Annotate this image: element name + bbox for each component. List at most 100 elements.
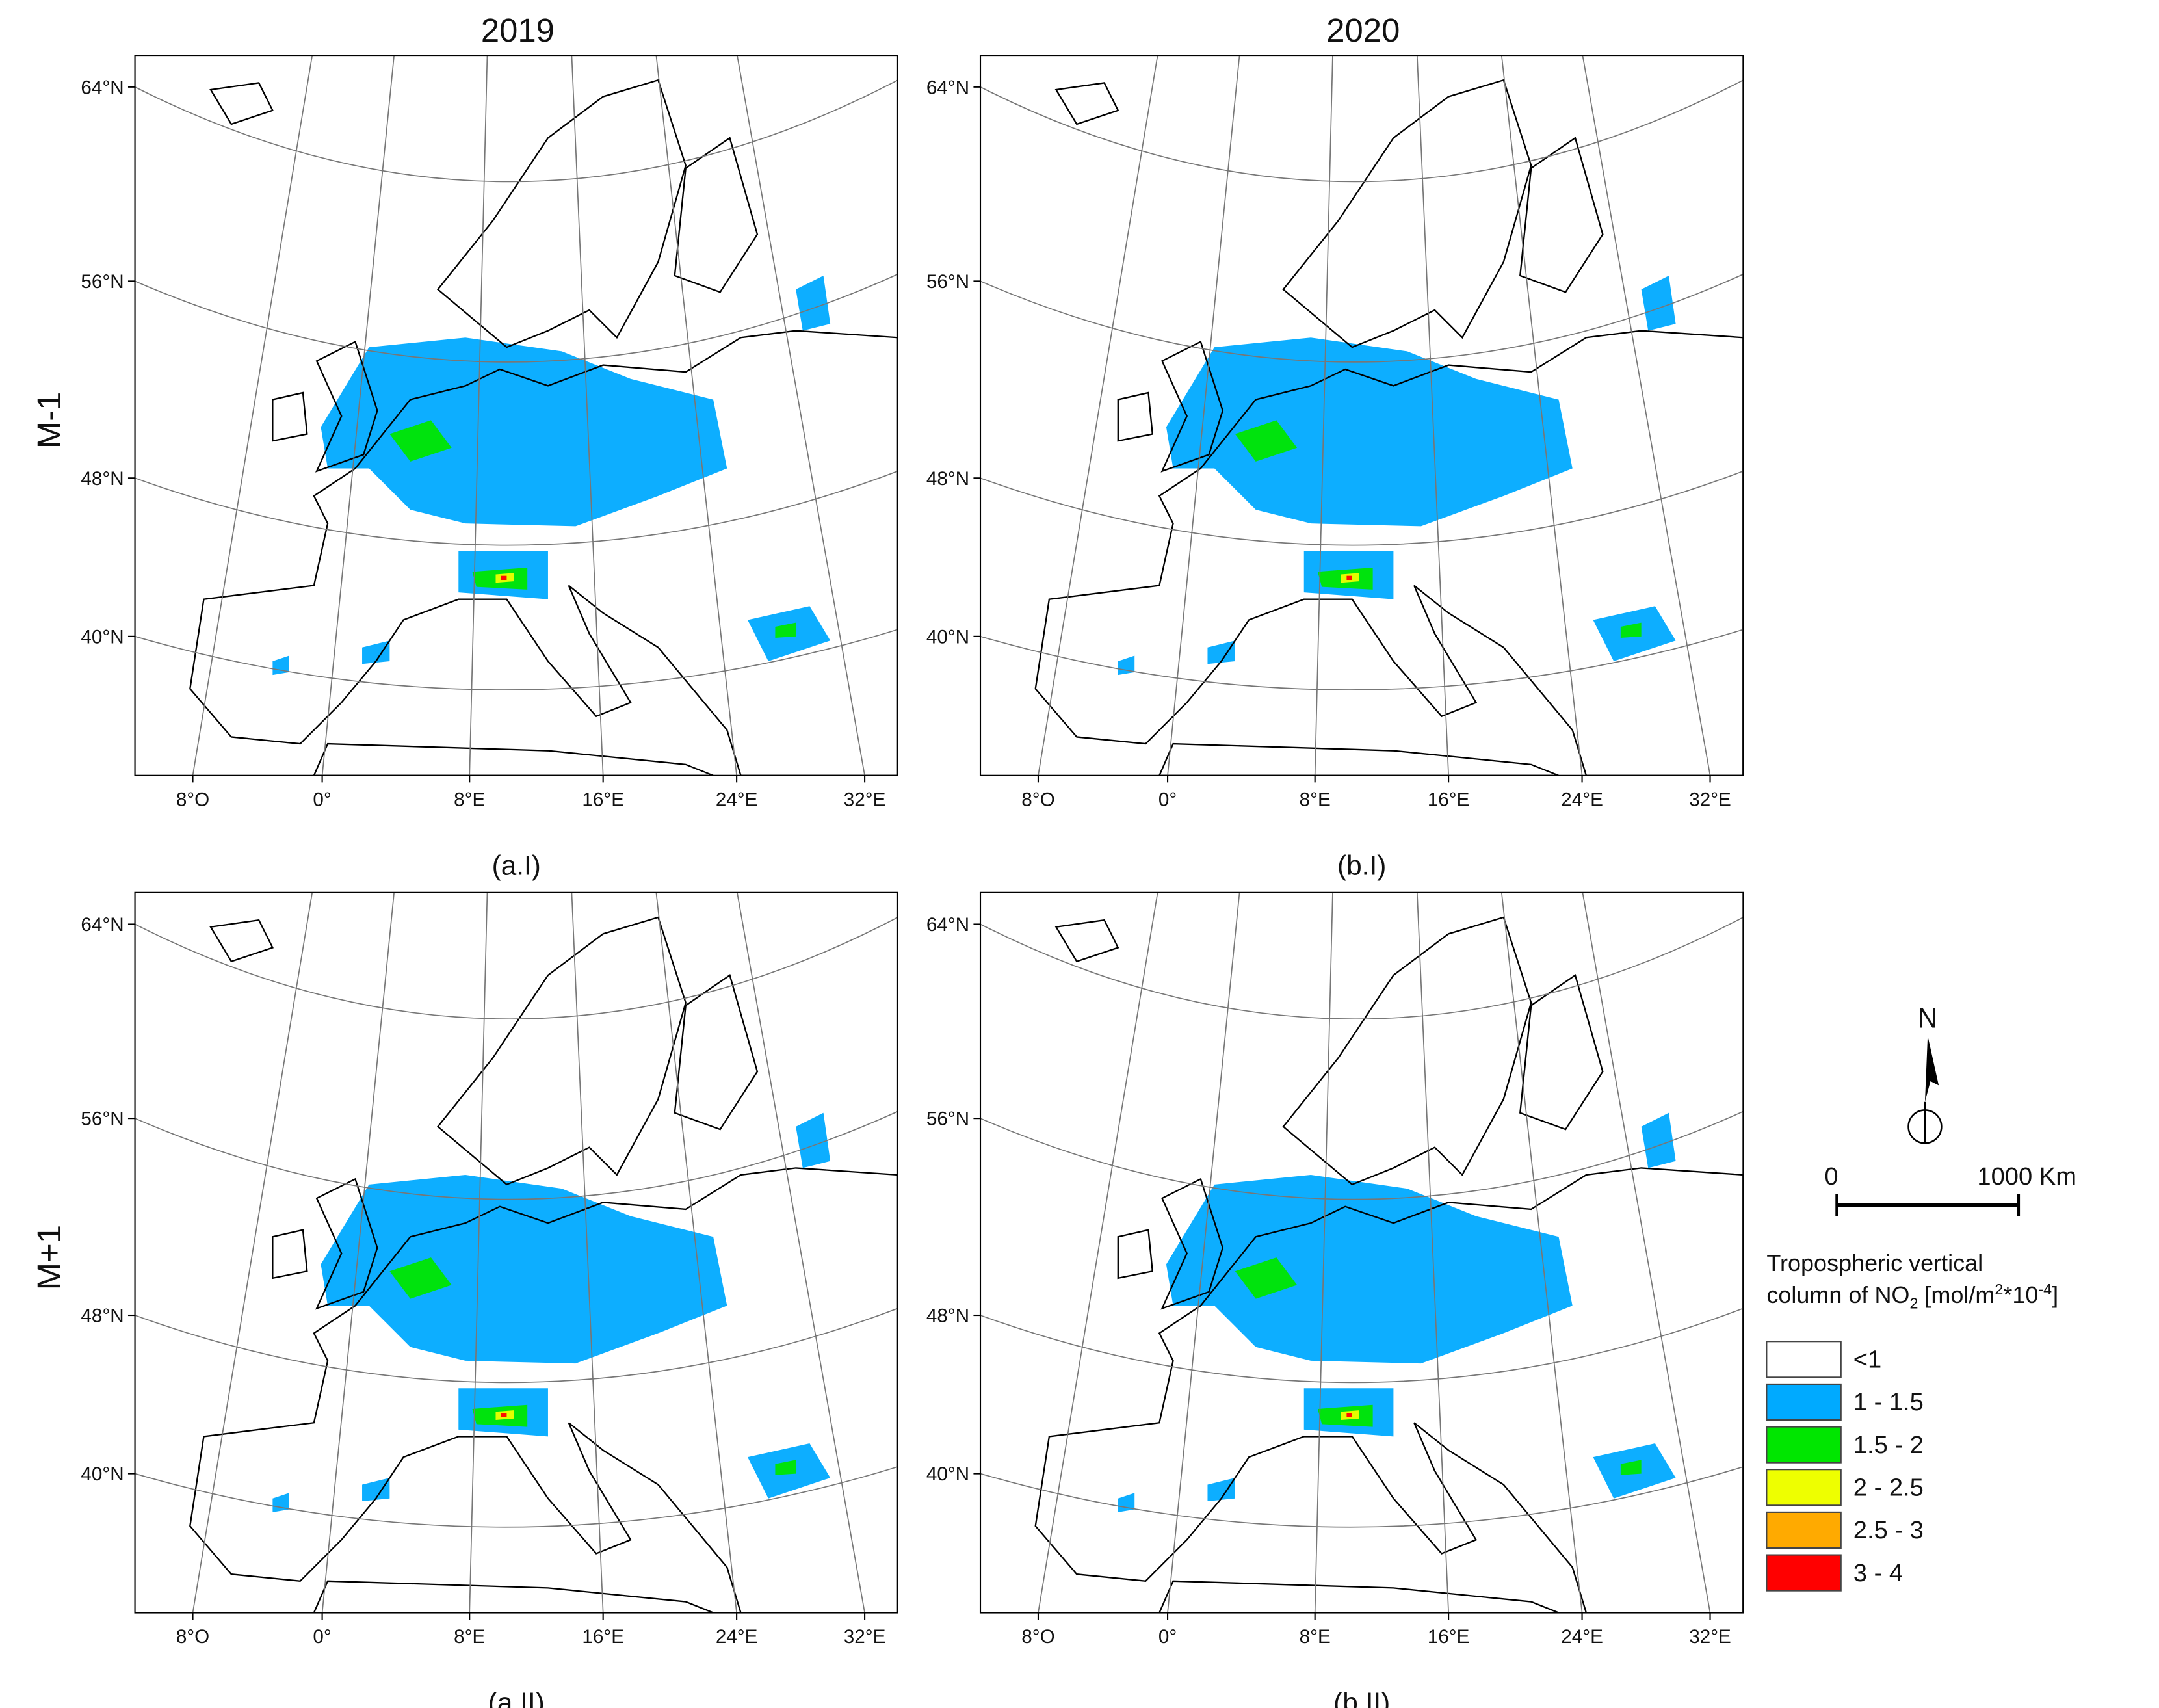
lon-label: 32°E — [844, 1626, 886, 1648]
coastline — [674, 974, 759, 1131]
graticule-parallel — [135, 274, 898, 363]
graticule-meridian — [1417, 892, 1449, 1613]
coastline — [1054, 919, 1119, 963]
lon-label: 24°E — [716, 789, 758, 810]
lon-label: 0° — [313, 1626, 331, 1648]
no2-area — [362, 1477, 390, 1501]
coastline — [315, 1177, 378, 1310]
no2-area — [1207, 640, 1235, 664]
map-frame — [134, 891, 898, 1614]
coastline — [1282, 79, 1532, 348]
no2-area — [775, 1460, 796, 1475]
coastline — [1160, 1177, 1223, 1310]
graticule-meridian — [192, 892, 313, 1613]
coastline — [1117, 391, 1154, 442]
legend-label: 1 - 1.5 — [1853, 1388, 1924, 1416]
no2-area — [389, 1257, 452, 1299]
lon-label: 24°E — [716, 1626, 758, 1648]
no2-area — [272, 1493, 289, 1512]
no2-area — [1166, 337, 1573, 527]
no2-area — [1118, 1493, 1135, 1512]
graticule-parallel — [135, 917, 898, 1019]
lon-label: 8°O — [176, 789, 209, 810]
no2-area — [1166, 1174, 1573, 1364]
coastline — [272, 1229, 308, 1280]
map-content — [980, 892, 1744, 1613]
no2-area — [1235, 420, 1298, 462]
north-arrow-head — [1924, 1036, 1939, 1102]
graticule-meridian — [1167, 892, 1240, 1613]
graticule-parallel — [980, 79, 1744, 183]
lat-label: 40°N — [926, 1464, 969, 1485]
no2-area — [1346, 575, 1352, 581]
coastline — [1519, 974, 1604, 1131]
lon-label: 8°O — [1021, 789, 1054, 810]
legend-label: 2 - 2.5 — [1853, 1473, 1924, 1501]
lon-label: 8°O — [176, 1626, 209, 1648]
legend-title-part: [mol/m — [1918, 1281, 1995, 1308]
scale-start: 0 — [1824, 1163, 1838, 1190]
lat-label: 56°N — [81, 271, 124, 293]
map-frame — [979, 891, 1744, 1614]
graticule-meridian — [321, 55, 395, 776]
coastline — [209, 82, 274, 125]
coastline — [315, 340, 378, 473]
row-title: M-1 — [31, 392, 68, 449]
graticule-meridian — [1038, 55, 1158, 776]
lon-label: 24°E — [1561, 1626, 1603, 1648]
scale-end: 1000 Km — [1977, 1163, 2076, 1190]
graticule-meridian — [737, 892, 865, 1613]
row-title: M+1 — [31, 1225, 68, 1290]
coastline — [209, 919, 274, 963]
graticule-parallel — [135, 1307, 898, 1384]
north-arrow — [1907, 1036, 1943, 1144]
graticule-parallel — [135, 1466, 898, 1528]
legend-label: 1.5 - 2 — [1853, 1431, 1924, 1459]
graticule-parallel — [980, 1307, 1744, 1384]
north-arrow-circle — [1907, 1109, 1943, 1144]
lon-label: 32°E — [1689, 789, 1731, 810]
no2-area — [272, 655, 289, 676]
map-content — [135, 55, 898, 776]
coastline — [1117, 1229, 1154, 1280]
legend-title-sup: 2 — [1995, 1281, 2003, 1298]
coastline — [436, 79, 687, 348]
graticule-meridian — [655, 892, 737, 1613]
legend-swatch — [1766, 1426, 1842, 1464]
lon-label: 0° — [1158, 1626, 1177, 1648]
legend-title-sup: -4 — [2038, 1281, 2052, 1298]
graticule-meridian — [1417, 55, 1449, 776]
lon-label: 16°E — [1428, 1626, 1470, 1648]
lat-label: 48°N — [81, 1306, 124, 1327]
panel-label: (a.II) — [488, 1687, 545, 1708]
graticule-parallel — [980, 1110, 1744, 1200]
legend-swatch — [1766, 1554, 1842, 1592]
graticule-meridian — [1582, 55, 1711, 776]
panel-label: (b.I) — [1337, 850, 1386, 880]
no2-area — [362, 640, 390, 664]
no2-area — [501, 575, 507, 581]
graticule-meridian — [1314, 892, 1333, 1613]
graticule-parallel — [980, 917, 1744, 1019]
graticule-parallel — [135, 1110, 898, 1200]
lat-label: 40°N — [81, 626, 124, 648]
map-panel: 64°N 56°N 48°N 40°N 8°O 0° 8°E 16°E 24°E 32°E (a.I… — [81, 891, 898, 1708]
coastline — [674, 137, 759, 293]
lat-label: 56°N — [926, 271, 969, 293]
legend-title-sub: 2 — [1909, 1294, 1918, 1311]
legend-label: 2.5 - 3 — [1853, 1516, 1924, 1544]
graticule-meridian — [571, 55, 604, 776]
no2-area — [775, 622, 796, 638]
coastline — [1282, 916, 1532, 1186]
graticule-parallel — [135, 470, 898, 546]
lon-label: 32°E — [844, 789, 886, 810]
panel-label: (b.II) — [1333, 1687, 1390, 1708]
graticule-parallel — [135, 629, 898, 690]
legend-title: Tropospheric vertical — [1766, 1250, 1983, 1276]
legend-swatch — [1766, 1511, 1842, 1549]
no2-area — [1346, 1413, 1352, 1417]
no2-area — [1118, 655, 1135, 676]
graticule-meridian — [469, 892, 488, 1613]
graticule-meridian — [1582, 892, 1711, 1613]
graticule-meridian — [655, 55, 737, 776]
